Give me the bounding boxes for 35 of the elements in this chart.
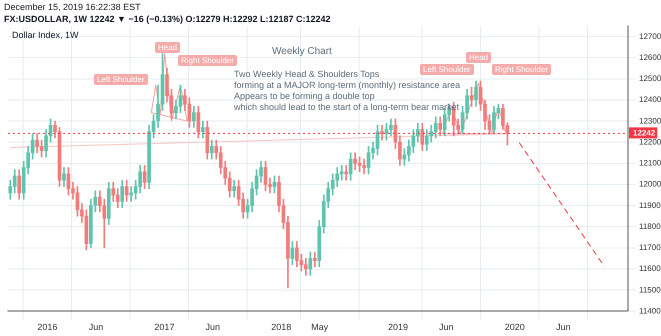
x-tick-label: May [311, 322, 329, 332]
annotation: Head [155, 42, 180, 53]
x-tick-label: 2016 [37, 322, 58, 332]
x-tick-label: 2019 [388, 322, 408, 332]
y-tick-label: 11900 [639, 200, 661, 210]
annotation: Left Shoulder [94, 74, 148, 85]
x-tick-label: Jun [556, 322, 571, 332]
ref-line-label: 12242 [633, 128, 656, 138]
y-tick-label: 11400 [639, 306, 661, 316]
annotation: Right Shoulder [492, 64, 551, 75]
y-tick-label: 11500 [639, 285, 661, 294]
y-tick-label: 11800 [639, 222, 661, 231]
x-tick-label: Jun [205, 322, 220, 332]
annotation: Weekly Chart [272, 46, 332, 57]
y-tick-label: 11600 [639, 264, 661, 274]
y-tick-label: 12300 [639, 116, 661, 126]
y-tick-label: 12500 [639, 74, 661, 84]
y-tick-label: 12400 [639, 95, 661, 104]
x-tick-label: 2018 [271, 322, 292, 332]
annotation: Right Shoulder [178, 55, 237, 66]
text: Dollar Index, 1W [12, 30, 79, 40]
y-tick-label: 11700 [639, 243, 661, 252]
annotation: Left Shoulder [420, 64, 474, 75]
y-tick-label: 12200 [639, 137, 661, 146]
x-tick-label: 2017 [154, 322, 174, 332]
y-tick-label: 12700 [639, 32, 661, 41]
text: December 15, 2019 16:22:38 EST [4, 2, 141, 13]
y-tick-label: 12600 [639, 52, 661, 62]
chart-subtitle: FX:USDOLLAR, 1W 12242 ▼ −16 (−0.13%) O:12279 H:12292 L:12187 C:12242 [4, 14, 331, 24]
annotation: Head [466, 52, 492, 63]
y-tick-label: 12000 [639, 180, 661, 189]
x-tick-label: Jun [88, 322, 104, 332]
x-tick-label: Jun [439, 322, 454, 332]
y-tick-label: 12100 [639, 158, 661, 168]
x-tick-label: 2020 [504, 322, 525, 332]
